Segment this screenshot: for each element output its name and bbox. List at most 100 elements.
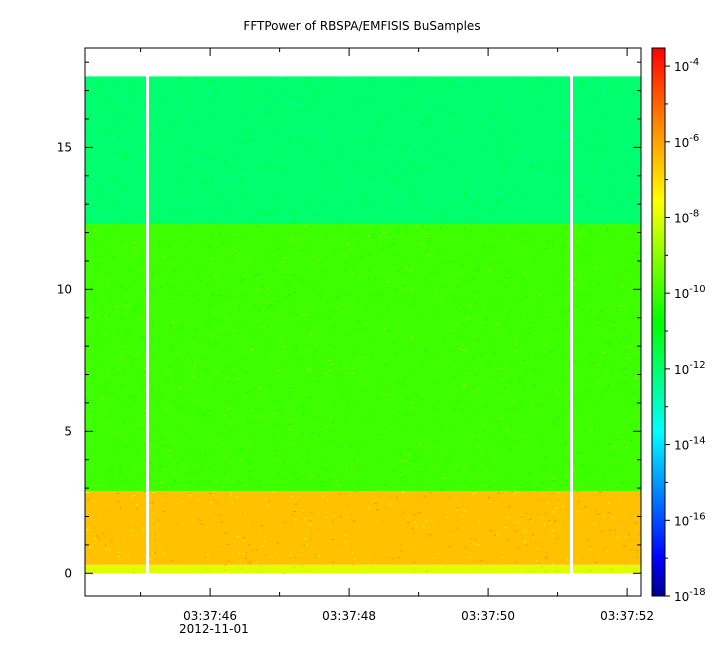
noise-speckle bbox=[577, 500, 580, 502]
noise-speckle bbox=[351, 569, 354, 571]
noise-speckle bbox=[261, 545, 264, 547]
noise-speckle bbox=[424, 544, 427, 546]
x-axis: 03:37:46 03:37:48 03:37:50 03:37:52 bbox=[140, 48, 654, 623]
noise-speckle bbox=[615, 566, 618, 568]
noise-speckle bbox=[391, 558, 394, 559]
noise-speckle bbox=[138, 221, 141, 223]
colorbar-frame bbox=[651, 47, 666, 597]
noise-speckle bbox=[263, 541, 266, 543]
noise-speckle bbox=[544, 571, 547, 573]
x-tick-label: 03:37:48 bbox=[322, 609, 376, 623]
noise-speckle bbox=[307, 160, 310, 162]
colorbar-tick-label: 10-8 bbox=[674, 208, 699, 225]
noise-speckle bbox=[540, 566, 543, 568]
noise-speckle bbox=[474, 569, 477, 571]
noise-speckle bbox=[532, 568, 535, 570]
noise-speckle bbox=[346, 571, 349, 572]
noise-speckle bbox=[317, 566, 320, 568]
noise-speckle bbox=[602, 536, 605, 538]
y-axis: 0 5 10 15 bbox=[57, 61, 641, 580]
x-tick-label: 03:37:52 bbox=[600, 609, 654, 623]
spectrogram-band bbox=[85, 76, 641, 225]
noise-speckle bbox=[294, 566, 297, 568]
colorbar bbox=[652, 48, 665, 596]
noise-speckle bbox=[402, 511, 405, 513]
colorbar-tick-label: 10-16 bbox=[674, 511, 706, 528]
noise-speckle bbox=[261, 568, 264, 569]
noise-speckle bbox=[497, 510, 580, 558]
colorbar-tick-label: 10-12 bbox=[674, 360, 706, 377]
noise-speckle bbox=[276, 564, 279, 566]
spectrogram-bands bbox=[85, 76, 641, 574]
x-date-label: 2012-11-01 bbox=[179, 622, 249, 636]
spectrogram-band bbox=[85, 490, 641, 565]
data-gap bbox=[570, 48, 573, 596]
noise-speckle bbox=[229, 212, 232, 214]
noise-speckle bbox=[483, 144, 486, 145]
noise-speckle bbox=[609, 568, 612, 570]
noise-speckle bbox=[117, 555, 120, 557]
spectrogram-band bbox=[85, 564, 641, 574]
noise-speckle bbox=[335, 546, 338, 547]
noise-speckle bbox=[532, 537, 535, 539]
x-tick-label: 03:37:50 bbox=[461, 609, 515, 623]
noise-speckle bbox=[94, 538, 97, 540]
y-tick-label: 10 bbox=[57, 282, 72, 296]
colorbar-tick-label: 10-4 bbox=[674, 57, 699, 74]
noise-speckle bbox=[400, 159, 403, 161]
y-tick-label: 5 bbox=[64, 424, 72, 438]
noise-speckle bbox=[424, 163, 427, 165]
noise-speckle bbox=[207, 94, 209, 96]
noise-speckle bbox=[504, 527, 507, 528]
noise-speckle bbox=[203, 570, 206, 572]
noise-speckle bbox=[599, 523, 602, 525]
noise-speckle bbox=[307, 570, 310, 572]
chart-title: FFTPower of RBSPA/EMFISIS BuSamples bbox=[243, 19, 480, 33]
noise-speckle bbox=[257, 572, 260, 574]
noise-speckle bbox=[215, 566, 217, 568]
colorbar-tick-label: 10-14 bbox=[674, 436, 706, 453]
noise-speckle bbox=[354, 558, 357, 560]
noise-speckle bbox=[471, 546, 474, 548]
noise-speckle bbox=[334, 222, 337, 224]
noise-speckle bbox=[580, 195, 583, 197]
noise-speckle bbox=[282, 573, 285, 575]
noise-speckle bbox=[293, 511, 296, 512]
noise-speckle bbox=[369, 143, 372, 144]
spectrogram-band bbox=[85, 224, 641, 491]
noise-speckle bbox=[473, 559, 476, 561]
noise-speckle bbox=[540, 567, 543, 569]
noise-speckle bbox=[220, 568, 223, 570]
noise-speckle bbox=[114, 506, 117, 507]
data-gap bbox=[146, 48, 150, 596]
noise-speckle bbox=[440, 570, 443, 572]
noise-speckle bbox=[88, 566, 91, 568]
noise-speckle bbox=[343, 83, 346, 85]
noise-speckle bbox=[454, 567, 456, 569]
noise-speckle bbox=[268, 199, 271, 201]
noise-speckle bbox=[152, 565, 155, 567]
noise-speckle bbox=[449, 567, 452, 569]
noise-speckle bbox=[526, 566, 529, 568]
noise-speckle bbox=[525, 573, 528, 575]
noise-speckle bbox=[290, 129, 293, 131]
noise-speckle bbox=[532, 570, 535, 572]
noise-speckle bbox=[626, 568, 628, 570]
noise-speckle bbox=[332, 198, 334, 200]
noise-speckle bbox=[555, 570, 572, 573]
noise-speckle bbox=[301, 565, 304, 567]
noise-speckle bbox=[132, 572, 135, 574]
noise-speckle bbox=[529, 567, 532, 569]
noise-speckle bbox=[357, 120, 360, 122]
noise-speckle bbox=[297, 568, 300, 570]
noise-speckle bbox=[338, 493, 341, 495]
noise-speckle bbox=[588, 570, 591, 571]
noise-speckle bbox=[426, 570, 428, 572]
noise-speckle bbox=[565, 223, 568, 225]
noise-speckle bbox=[210, 568, 213, 570]
noise-speckle bbox=[592, 553, 595, 555]
noise-speckle bbox=[413, 572, 416, 574]
noise-speckle bbox=[414, 521, 416, 523]
